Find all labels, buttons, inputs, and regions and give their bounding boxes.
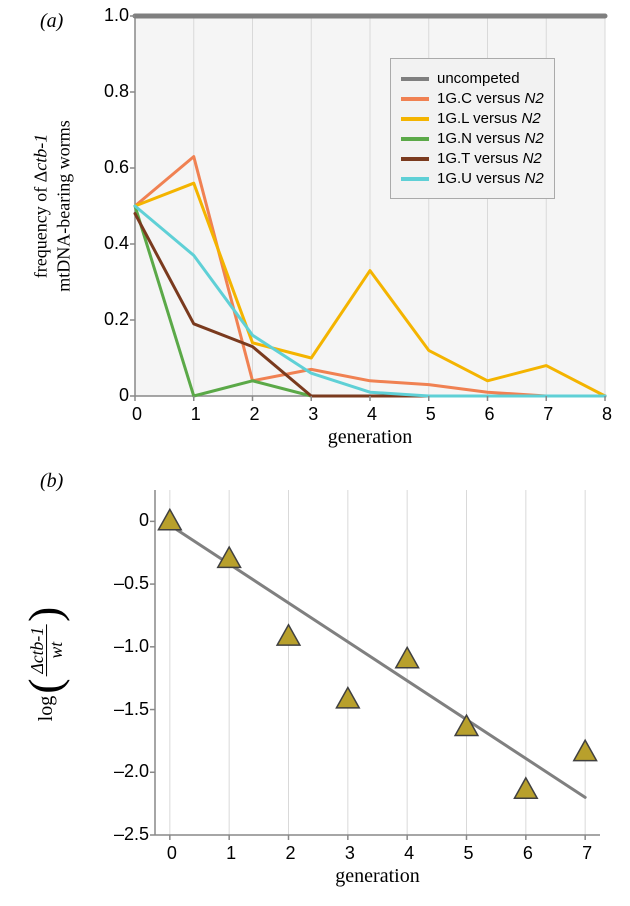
panel-a-legend: uncompeted1G.C versus N21G.L versus N21G…: [390, 58, 555, 199]
panel-b-chart: [155, 490, 600, 835]
